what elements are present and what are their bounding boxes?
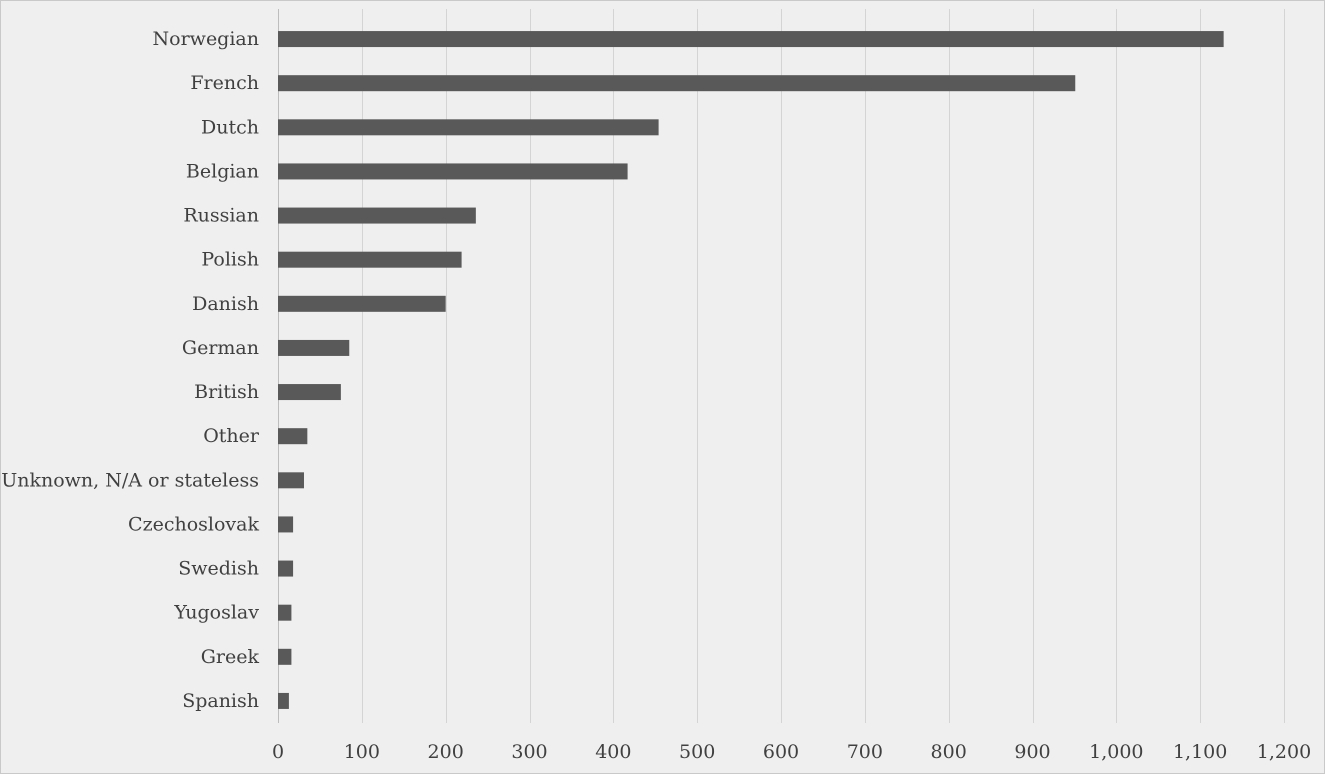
bar-greek (278, 648, 292, 665)
bar-unknown-n-a-or-stateless (278, 472, 304, 489)
category-labels: Norwegian French Dutch Belgian Russian Polish… (1, 28, 260, 712)
x-tick-label: 400 (595, 741, 631, 763)
category-label: Russian (183, 205, 259, 227)
x-tick-label: 100 (344, 741, 380, 763)
bar-other (278, 428, 308, 445)
bars (278, 31, 1224, 709)
category-label: Unknown, N/A or stateless (1, 469, 259, 491)
bar-russian (278, 207, 476, 224)
category-label: Polish (201, 249, 259, 271)
x-tick-label: 1,000 (1089, 741, 1143, 763)
bar-british (278, 384, 341, 401)
x-tick-label: 900 (1014, 741, 1050, 763)
x-tick-label: 200 (428, 741, 464, 763)
x-tick-label: 300 (511, 741, 547, 763)
x-tick-label: 700 (847, 741, 883, 763)
category-label: Swedish (178, 558, 259, 580)
bar-french (278, 75, 1076, 92)
x-axis-tick-labels: 0 100 200 300 400 500 600 700 800 900 1,000 1,100 1,… (272, 741, 1311, 763)
bar-belgian (278, 163, 628, 180)
category-label: Czechoslovak (128, 513, 259, 535)
category-label: Greek (201, 646, 260, 668)
x-tick-label: 800 (931, 741, 967, 763)
x-tick-label: 1,100 (1173, 741, 1227, 763)
bar-polish (278, 251, 462, 268)
bar-dutch (278, 119, 659, 136)
category-label: French (190, 72, 259, 94)
category-label: Other (203, 425, 260, 447)
category-label: Spanish (182, 690, 259, 712)
category-label: British (194, 381, 259, 403)
category-label: Danish (192, 293, 259, 315)
x-tick-label: 0 (272, 741, 284, 763)
bar-swedish (278, 560, 294, 577)
category-label: German (182, 337, 259, 359)
bar-german (278, 339, 350, 356)
grid-lines (278, 9, 1285, 723)
category-label: Norwegian (153, 28, 259, 50)
category-label: Yugoslav (173, 602, 259, 624)
bar-norwegian (278, 31, 1224, 48)
bar-czechoslovak (278, 516, 294, 533)
category-label: Belgian (186, 160, 259, 182)
category-label: Dutch (201, 116, 259, 138)
x-tick-label: 500 (679, 741, 715, 763)
x-tick-label: 1,200 (1257, 741, 1311, 763)
x-tick-label: 600 (763, 741, 799, 763)
bar-yugoslav (278, 604, 292, 621)
bar-danish (278, 295, 446, 312)
bar-spanish (278, 692, 289, 709)
